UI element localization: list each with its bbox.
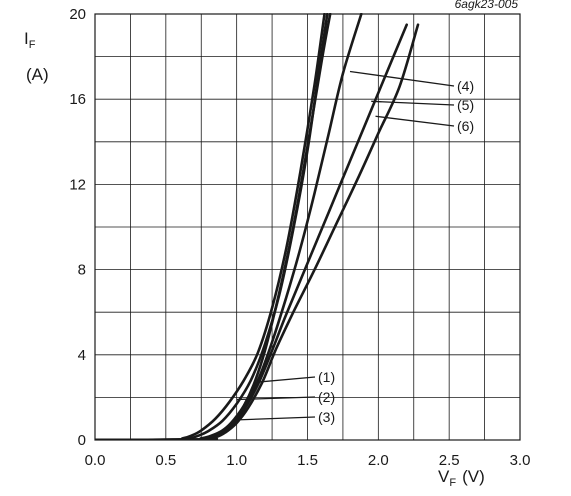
x-tick-label: 2.5 xyxy=(439,452,460,469)
y-tick-label: 12 xyxy=(69,176,86,193)
x-tick-label: 0.0 xyxy=(85,452,106,469)
x-tick-label: 0.5 xyxy=(155,452,176,469)
annotation-label-5: (5) xyxy=(457,97,474,113)
y-tick-label: 4 xyxy=(78,347,86,364)
annotations: (1) (2) (3) (4) (5) (6) xyxy=(236,70,474,425)
x-tick-label: 3.0 xyxy=(510,452,531,469)
annotation-leader-5 xyxy=(371,100,455,106)
series-line-1 xyxy=(95,13,326,440)
annotation-label-2: (2) xyxy=(318,389,335,405)
annotation-leader-2 xyxy=(236,396,316,401)
series-line-5 xyxy=(95,23,408,440)
y-tick-label: 0 xyxy=(78,432,86,449)
annotation-leader-4 xyxy=(349,70,455,87)
y-axis-symbol: I xyxy=(24,29,29,48)
y-tick-label: 8 xyxy=(78,262,86,279)
x-tick-label: 1.5 xyxy=(297,452,318,469)
figure-code: 6agk23-005 xyxy=(455,0,519,11)
annotation-leader-1 xyxy=(253,376,316,384)
annotation-leader-3 xyxy=(240,416,316,421)
y-axis-subscript: F xyxy=(29,39,36,51)
annotation-label-1: (1) xyxy=(318,369,335,385)
y-tick-label: 20 xyxy=(69,6,86,23)
y-tick-label: 16 xyxy=(69,91,86,108)
annotation-label-6: (6) xyxy=(457,118,474,134)
annotation-label-3: (3) xyxy=(318,409,335,425)
series-line-6 xyxy=(95,23,420,440)
annotation-label-4: (4) xyxy=(457,78,474,94)
grid xyxy=(94,13,521,441)
x-tick-label: 2.0 xyxy=(368,452,389,469)
x-axis-label: VF (V) xyxy=(438,467,485,489)
x-tick-label: 1.0 xyxy=(226,452,247,469)
y-axis-unit: (A) xyxy=(26,65,49,84)
x-axis-subscript: F xyxy=(449,477,456,489)
series-line-4 xyxy=(95,13,363,440)
annotation-leader-6 xyxy=(375,115,455,127)
tick-labels: 0.0 0.5 1.0 1.5 2.0 2.5 3.0 0 4 8 12 16 20 xyxy=(69,6,530,469)
x-axis-unit: (V) xyxy=(462,467,485,486)
y-axis-label: IF xyxy=(24,29,36,51)
x-axis-symbol: V xyxy=(438,467,450,486)
plot-frame xyxy=(94,13,521,441)
curves xyxy=(95,13,420,440)
